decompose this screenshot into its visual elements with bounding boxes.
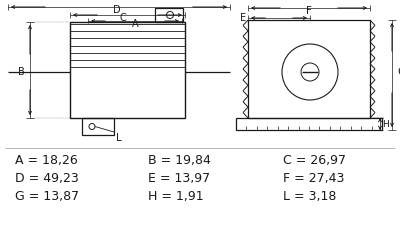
Text: E = 13,97: E = 13,97 (148, 172, 210, 185)
Text: B: B (18, 67, 25, 77)
Text: G: G (397, 67, 400, 77)
Text: H: H (382, 120, 389, 128)
Text: L = 3,18: L = 3,18 (283, 189, 336, 202)
Text: D = 49,23: D = 49,23 (15, 172, 79, 185)
Bar (155, 8, 183, 22)
Bar (236, 118, 382, 130)
Text: B = 19,84: B = 19,84 (148, 153, 211, 167)
Text: F = 27,43: F = 27,43 (283, 172, 344, 185)
Bar (248, 20, 370, 118)
Text: D: D (113, 5, 121, 15)
Bar (70, 22, 185, 118)
Text: G = 13,87: G = 13,87 (15, 189, 79, 202)
Text: F: F (306, 6, 312, 16)
Text: L: L (116, 133, 122, 143)
Bar (82, 118, 114, 135)
Text: C = 26,97: C = 26,97 (283, 153, 346, 167)
Text: C: C (119, 13, 126, 23)
Text: H = 1,91: H = 1,91 (148, 189, 204, 202)
Text: E: E (240, 13, 246, 23)
Text: A: A (132, 19, 138, 29)
Text: A = 18,26: A = 18,26 (15, 153, 78, 167)
